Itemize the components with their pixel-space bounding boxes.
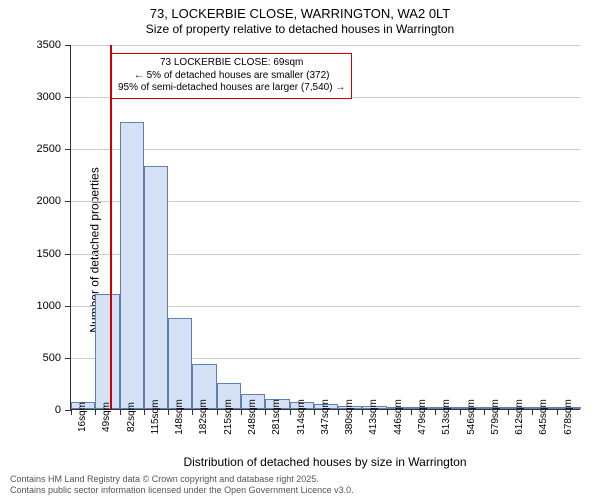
x-tick-label: 314sqm: [296, 399, 307, 435]
x-tick: [217, 409, 218, 415]
annotation-line: 73 LOCKERBIE CLOSE: 69sqm: [118, 57, 345, 70]
grid-line: [71, 45, 580, 46]
x-tick: [95, 409, 96, 415]
x-tick-label: 446sqm: [393, 399, 404, 435]
y-tick: [65, 149, 71, 150]
y-tick: [65, 306, 71, 307]
x-tick: [435, 409, 436, 415]
x-tick-label: 413sqm: [368, 399, 379, 435]
y-tick-label: 3000: [37, 91, 61, 103]
y-tick-label: 500: [43, 352, 61, 364]
y-tick-label: 0: [55, 404, 61, 416]
x-tick-label: 479sqm: [417, 399, 428, 435]
x-tick-label: 347sqm: [320, 399, 331, 435]
x-tick-label: 215sqm: [223, 399, 234, 435]
x-axis-label: Distribution of detached houses by size …: [70, 455, 580, 469]
y-tick-label: 2500: [37, 143, 61, 155]
x-tick: [241, 409, 242, 415]
x-tick: [557, 409, 558, 415]
x-tick-label: 579sqm: [490, 399, 501, 435]
y-tick: [65, 45, 71, 46]
y-tick: [65, 97, 71, 98]
x-tick-label: 678sqm: [563, 399, 574, 435]
x-tick: [290, 409, 291, 415]
x-tick-label: 148sqm: [174, 399, 185, 435]
x-tick: [460, 409, 461, 415]
histogram-bar: [95, 294, 119, 409]
x-tick-label: 546sqm: [466, 399, 477, 435]
x-tick-label: 645sqm: [538, 399, 549, 435]
x-tick-label: 513sqm: [441, 399, 452, 435]
chart-container: 73, LOCKERBIE CLOSE, WARRINGTON, WA2 0LT…: [0, 0, 600, 500]
chart-title-sub: Size of property relative to detached ho…: [0, 22, 600, 36]
x-tick: [508, 409, 509, 415]
x-tick: [265, 409, 266, 415]
y-tick-label: 1000: [37, 300, 61, 312]
y-tick: [65, 201, 71, 202]
x-tick: [120, 409, 121, 415]
x-tick-label: 248sqm: [247, 399, 258, 435]
footer-attribution: Contains HM Land Registry data © Crown c…: [10, 474, 354, 496]
plot-area: 050010001500200025003000350016sqm49sqm82…: [70, 45, 580, 410]
x-tick: [532, 409, 533, 415]
x-tick-label: 16sqm: [77, 402, 88, 432]
histogram-bar: [120, 122, 144, 409]
histogram-bar: [144, 166, 168, 409]
x-tick-label: 612sqm: [514, 399, 525, 435]
footer-line-2: Contains public sector information licen…: [10, 485, 354, 496]
x-tick: [387, 409, 388, 415]
annotation-box: 73 LOCKERBIE CLOSE: 69sqm← 5% of detache…: [111, 53, 352, 99]
x-tick: [144, 409, 145, 415]
x-tick: [338, 409, 339, 415]
x-tick: [168, 409, 169, 415]
x-tick-label: 115sqm: [150, 400, 161, 435]
x-tick: [71, 409, 72, 415]
y-tick: [65, 254, 71, 255]
y-tick-label: 3500: [37, 39, 61, 51]
y-tick: [65, 358, 71, 359]
x-tick: [484, 409, 485, 415]
histogram-bar: [168, 318, 192, 409]
x-tick-label: 380sqm: [344, 399, 355, 435]
x-tick: [411, 409, 412, 415]
footer-line-1: Contains HM Land Registry data © Crown c…: [10, 474, 354, 485]
chart-title-main: 73, LOCKERBIE CLOSE, WARRINGTON, WA2 0LT: [0, 6, 600, 21]
x-tick: [314, 409, 315, 415]
grid-line: [71, 149, 580, 150]
annotation-line: ← 5% of detached houses are smaller (372…: [118, 70, 345, 83]
x-tick: [362, 409, 363, 415]
annotation-line: 95% of semi-detached houses are larger (…: [118, 82, 345, 95]
property-marker-line: [110, 45, 112, 409]
x-tick: [192, 409, 193, 415]
x-tick-label: 281sqm: [271, 399, 282, 435]
y-tick-label: 1500: [37, 248, 61, 260]
x-tick-label: 182sqm: [198, 399, 209, 435]
x-tick-label: 82sqm: [126, 402, 137, 432]
y-tick-label: 2000: [37, 195, 61, 207]
